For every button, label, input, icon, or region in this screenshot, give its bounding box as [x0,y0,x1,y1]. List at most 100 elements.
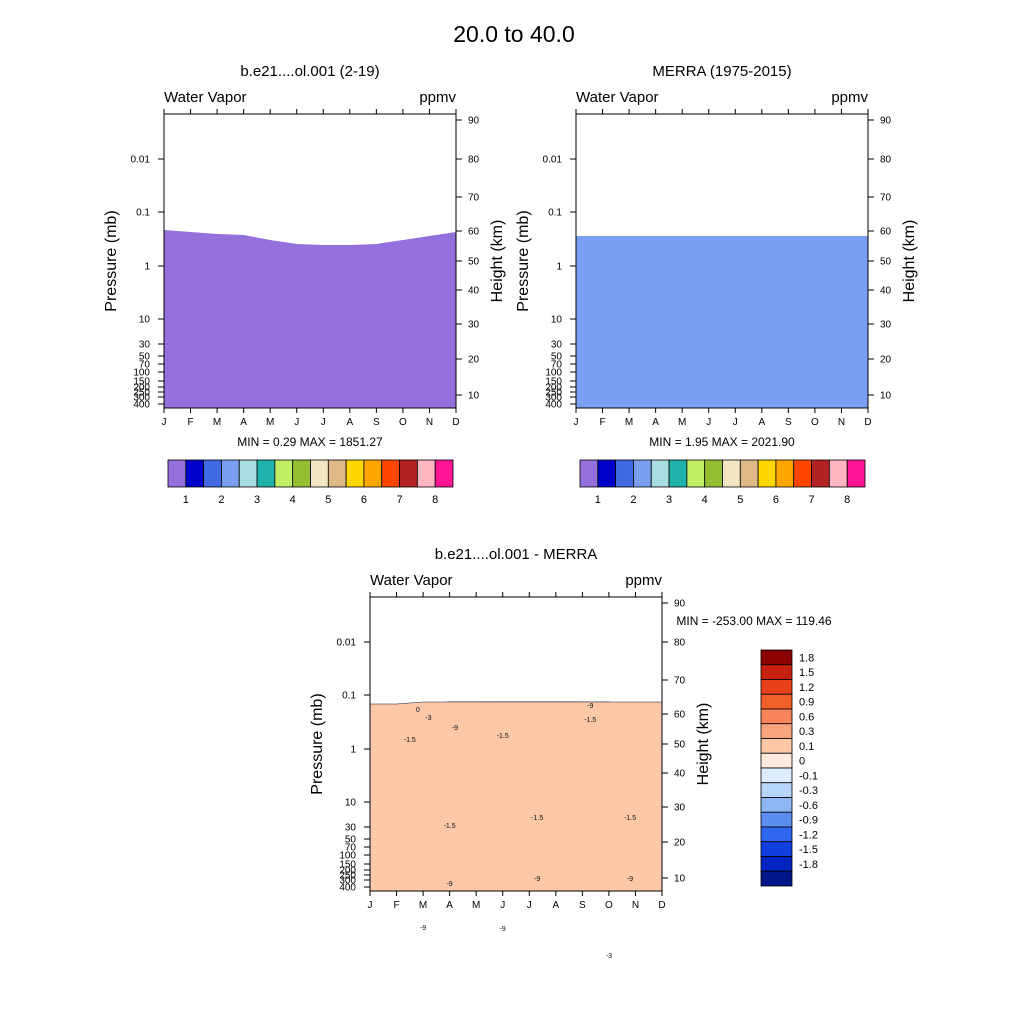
colorbar-swatch-12 [760,826,793,843]
month-label: D [658,900,665,911]
panel-right-label: ppmv [625,572,662,589]
month-label: A [652,417,659,428]
pressure-tick-label: 0.01 [337,638,357,649]
pressure-tick-label: 10 [139,315,151,326]
colorbar-label: -0.6 [799,800,818,812]
colorbar-swatch-0 [579,459,599,488]
contour-line-label-5: -1.5 [404,737,416,744]
pressure-tick-label: 50 [345,835,357,846]
colorbar-swatch-11 [775,459,795,488]
colorbar-swatch-2 [615,459,634,488]
pressure-tick-label: 200 [545,383,562,394]
month-label: N [838,417,845,428]
month-label: M [213,417,221,428]
colorbar-swatch-8 [310,459,329,488]
pressure-tick-label: 100 [133,368,150,379]
pressure-tick-label: 300 [339,876,356,887]
pressure-tick-label: 150 [339,860,356,871]
colorbar-swatch-8 [760,767,793,784]
month-label: O [811,417,819,428]
pressure-tick-label: 150 [545,377,562,388]
colorbar-swatch-13 [760,841,793,857]
colorbar-swatch-7 [704,459,723,488]
colorbar-swatch-0 [167,459,187,488]
colorbar-swatch-13 [811,459,830,488]
pressure-tick-label: 70 [345,843,357,854]
contour-line-label-7: -1.5 [444,823,456,830]
colorbar-swatch-14 [760,856,793,872]
month-label: J [733,417,738,428]
contour-line-label-12: -9 [627,876,633,883]
pressure-tick-label: 300 [545,393,562,404]
colorbar-swatch-0 [760,649,793,666]
colorbar-label: 3 [254,494,260,506]
contour-band-5 [370,893,662,925]
pressure-tick-label: 400 [133,400,150,411]
colorbar-swatch-9 [327,459,347,488]
colorbar-label: 0.3 [799,726,814,738]
pressure-tick-label: 0.01 [543,155,563,166]
pressure-tick-label: 50 [139,352,151,363]
pressure-tick-label: 50 [551,352,563,363]
panel-left-label: Water Vapor [370,572,453,589]
colorbar-swatch-10 [760,797,793,813]
panel-left-label: Water Vapor [164,89,247,106]
colorbar-label: -1.8 [799,859,818,871]
height-tick-label: 70 [674,676,686,687]
height-tick-label: 20 [468,355,480,366]
height-tick-label: 40 [468,286,480,297]
contour-line-label-3: -9 [587,703,593,710]
month-label: J [294,417,299,428]
height-tick-label: 20 [674,838,686,849]
contour-band-1 [370,893,662,972]
contour-band-5 [576,408,868,414]
panel-title: MERRA (1975-2015) [652,63,791,80]
height-tick-label: 70 [880,193,892,204]
colorbar-label: 0.1 [799,741,814,753]
colorbar-label: 4 [290,494,296,506]
contour-band-14 [164,230,456,408]
height-tick-label: 40 [880,286,892,297]
height-tick-label: 90 [674,599,686,610]
pressure-tick-label: 0.1 [342,691,356,702]
panel-title: b.e21....ol.001 - MERRA [435,546,598,563]
colorbar-swatch-15 [760,870,793,887]
colorbar-label: 6 [773,494,779,506]
month-label: J [162,417,167,428]
colorbar-swatch-3 [633,459,652,488]
colorbar-swatch-4 [238,459,258,488]
colorbar-swatch-1 [760,664,793,680]
colorbar-label: -1.5 [799,844,818,856]
month-label: M [472,900,480,911]
colorbar-label: 1.2 [799,682,814,694]
contour-fills [164,230,456,408]
height-tick-label: 50 [880,257,892,268]
colorbar-label: 4 [702,494,708,506]
contour-fills [576,236,868,509]
contour-line-label-15: -3 [606,953,612,960]
month-label: D [452,417,459,428]
contour-band-4 [576,410,868,428]
colorbar-label: 5 [737,494,743,506]
colorbar-label: 8 [844,494,850,506]
contour-line-label-1: -3 [425,715,431,722]
colorbar-label: 5 [325,494,331,506]
contour-line-label-14: -9 [500,926,506,933]
height-tick-label: 90 [880,116,892,127]
contour-line-label-0: 0 [416,707,420,714]
month-label: D [864,417,871,428]
contour-band-1 [576,410,868,509]
colorbar-swatch-11 [363,459,383,488]
contour-line-label-6: -1.5 [497,733,509,740]
colorbar-swatch-8 [722,459,741,488]
month-label: A [758,417,765,428]
height-tick-label: 60 [674,710,686,721]
contour-band-0 [370,893,662,975]
month-label: S [579,900,586,911]
colorbar-difference: 1.8 1.5 1.2 0.9 0.6 0.3 0.1 0 -0.1 -0.3 -0.6 -0.9 -1… [760,649,818,887]
colorbar-label: 7 [397,494,403,506]
contour-band-4 [370,893,662,934]
pressure-tick-label: 30 [551,340,563,351]
pressure-tick-label: 300 [133,393,150,404]
